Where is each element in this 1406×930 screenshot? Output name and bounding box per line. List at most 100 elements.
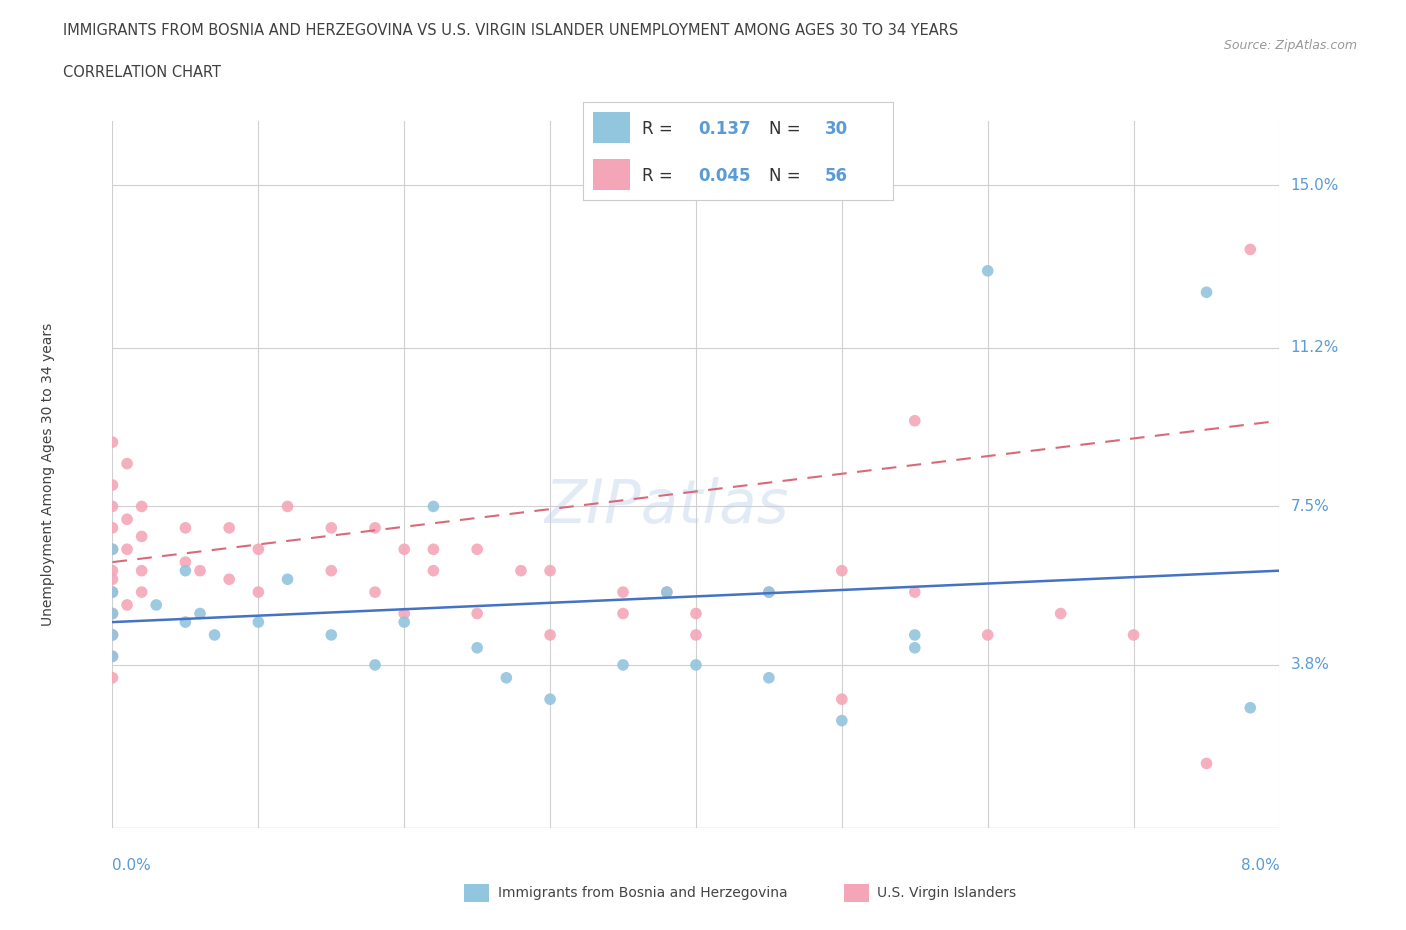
Point [364, 521, 387, 536]
Point [101, 606, 124, 621]
Point [247, 542, 270, 557]
Point [392, 542, 416, 557]
Point [101, 628, 124, 643]
Point [101, 542, 124, 557]
Point [101, 521, 124, 536]
Point [101, 478, 124, 493]
Point [101, 499, 124, 514]
Point [1239, 700, 1261, 715]
Point [904, 585, 927, 600]
Point [101, 434, 124, 449]
Point [131, 529, 153, 544]
Point [831, 713, 853, 728]
Text: Immigrants from Bosnia and Herzegovina: Immigrants from Bosnia and Herzegovina [498, 885, 787, 900]
Point [101, 671, 124, 685]
Point [101, 649, 124, 664]
Point [1195, 285, 1218, 299]
Text: IMMIGRANTS FROM BOSNIA AND HERZEGOVINA VS U.S. VIRGIN ISLANDER UNEMPLOYMENT AMON: IMMIGRANTS FROM BOSNIA AND HERZEGOVINA V… [63, 23, 959, 38]
Point [321, 628, 343, 643]
Point [247, 615, 270, 630]
Point [115, 512, 138, 526]
Point [538, 692, 561, 707]
Point [321, 521, 343, 536]
Point [364, 658, 387, 672]
Point [758, 585, 780, 600]
Text: CORRELATION CHART: CORRELATION CHART [63, 65, 221, 80]
Point [101, 564, 124, 578]
Text: R =: R = [643, 166, 678, 184]
Point [465, 641, 488, 656]
Text: 56: 56 [825, 166, 848, 184]
Text: 8.0%: 8.0% [1240, 858, 1279, 873]
Point [1239, 242, 1261, 257]
Point [131, 585, 153, 600]
Text: 0.045: 0.045 [697, 166, 751, 184]
Text: Unemployment Among Ages 30 to 34 years: Unemployment Among Ages 30 to 34 years [41, 323, 55, 626]
Point [509, 564, 531, 578]
Point [174, 554, 197, 569]
Point [1049, 606, 1071, 621]
Point [612, 658, 634, 672]
Point [831, 692, 853, 707]
Point [465, 606, 488, 621]
Text: 0.137: 0.137 [697, 120, 751, 138]
Point [321, 564, 343, 578]
Point [831, 564, 853, 578]
Point [465, 542, 488, 557]
Point [538, 564, 561, 578]
Text: U.S. Virgin Islanders: U.S. Virgin Islanders [877, 885, 1017, 900]
Point [612, 606, 634, 621]
Point [364, 585, 387, 600]
Point [392, 615, 416, 630]
Point [174, 521, 197, 536]
Point [685, 606, 707, 621]
Point [174, 564, 197, 578]
Point [101, 606, 124, 621]
Point [904, 641, 927, 656]
Point [131, 499, 153, 514]
Text: Source: ZipAtlas.com: Source: ZipAtlas.com [1223, 39, 1357, 52]
Point [101, 649, 124, 664]
Point [655, 585, 678, 600]
Point [976, 628, 998, 643]
Point [685, 628, 707, 643]
Text: 7.5%: 7.5% [1291, 498, 1329, 514]
Point [495, 671, 517, 685]
Bar [593, 159, 630, 191]
Text: R =: R = [643, 120, 678, 138]
Point [131, 564, 153, 578]
Point [218, 521, 240, 536]
Point [115, 542, 138, 557]
Text: N =: N = [769, 120, 806, 138]
Point [204, 628, 226, 643]
Point [115, 456, 138, 471]
Point [538, 628, 561, 643]
Bar [593, 112, 630, 143]
Point [188, 564, 211, 578]
Text: 3.8%: 3.8% [1291, 658, 1330, 672]
Point [218, 572, 240, 587]
Point [422, 564, 444, 578]
Text: ZIPatlas: ZIPatlas [544, 477, 789, 536]
Point [1122, 628, 1144, 643]
Text: 30: 30 [825, 120, 848, 138]
Point [904, 413, 927, 428]
Point [276, 499, 298, 514]
Point [392, 606, 416, 621]
Point [685, 658, 707, 672]
Point [976, 263, 998, 278]
Point [247, 585, 270, 600]
Text: 15.0%: 15.0% [1291, 178, 1339, 193]
Text: N =: N = [769, 166, 806, 184]
Point [101, 628, 124, 643]
Point [612, 585, 634, 600]
Point [422, 499, 444, 514]
Text: 11.2%: 11.2% [1291, 340, 1339, 355]
Point [115, 597, 138, 612]
Point [101, 572, 124, 587]
Point [101, 542, 124, 557]
Point [758, 671, 780, 685]
Text: 0.0%: 0.0% [112, 858, 152, 873]
Point [174, 615, 197, 630]
Point [276, 572, 298, 587]
